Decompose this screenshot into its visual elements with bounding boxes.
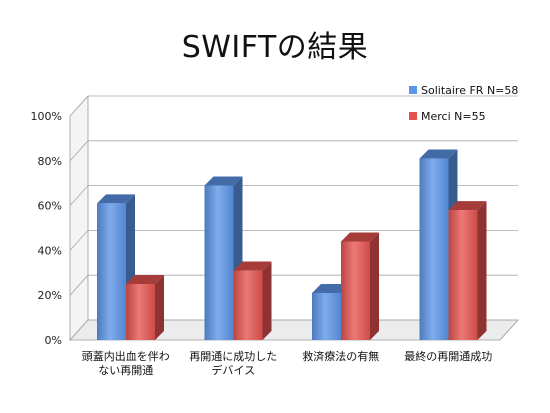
bar-top (419, 149, 458, 159)
x-category-label: 再開通に成功した (189, 350, 277, 363)
bar-front (419, 158, 449, 340)
bar (341, 232, 379, 340)
legend-label: Merci N=55 (421, 110, 486, 123)
legend: Solitaire FR N=58 Merci N=55 (409, 84, 518, 123)
x-category-label: 最終の再開通成功 (404, 349, 492, 363)
legend-swatch (409, 112, 417, 120)
legend-swatch (409, 86, 417, 94)
bar-front (341, 241, 370, 340)
bar-side (370, 232, 379, 340)
x-category-label: デバイス (211, 363, 255, 377)
y-tick-label: 0% (45, 334, 62, 347)
x-category-label: 頭蓋内出血を伴わ (82, 349, 170, 363)
bar-side (155, 275, 164, 340)
x-category-label: ない再開通 (98, 364, 153, 377)
y-tick-label: 20% (38, 289, 62, 302)
bar-top (341, 232, 379, 242)
y-tick-label: 100% (31, 110, 62, 123)
bar (448, 201, 487, 340)
y-tick-label: 40% (38, 244, 62, 257)
gridline (69, 95, 518, 117)
y-tick-label: 60% (38, 200, 62, 213)
bar-front (233, 270, 263, 340)
bar-front (204, 185, 234, 340)
bars (97, 149, 487, 340)
bar-top (312, 283, 350, 293)
bar-top (126, 275, 164, 284)
x-category-label: 救済療法の有無 (302, 349, 379, 363)
bar-top (204, 176, 243, 186)
y-tick-label: 80% (38, 155, 62, 168)
bar-side (262, 261, 272, 340)
bar (126, 275, 164, 340)
bar-front (126, 284, 155, 340)
side-wall (69, 94, 89, 342)
bar-top (97, 194, 135, 204)
bar (204, 176, 243, 340)
gridline (69, 229, 518, 251)
gridline (69, 185, 518, 206)
legend-label: Solitaire FR N=58 (421, 84, 518, 97)
chart-title: SWIFTの結果 (181, 30, 369, 65)
gridline (69, 140, 518, 162)
bar-front (97, 203, 126, 340)
bar-top (448, 201, 487, 211)
bar-front (448, 210, 478, 340)
bar-front (312, 292, 341, 340)
bar-side (477, 201, 487, 340)
bar (233, 261, 272, 340)
y-axis-ticks: 0% 20% 40% 60% 80% 100% (31, 110, 62, 347)
bar-top (233, 261, 272, 271)
